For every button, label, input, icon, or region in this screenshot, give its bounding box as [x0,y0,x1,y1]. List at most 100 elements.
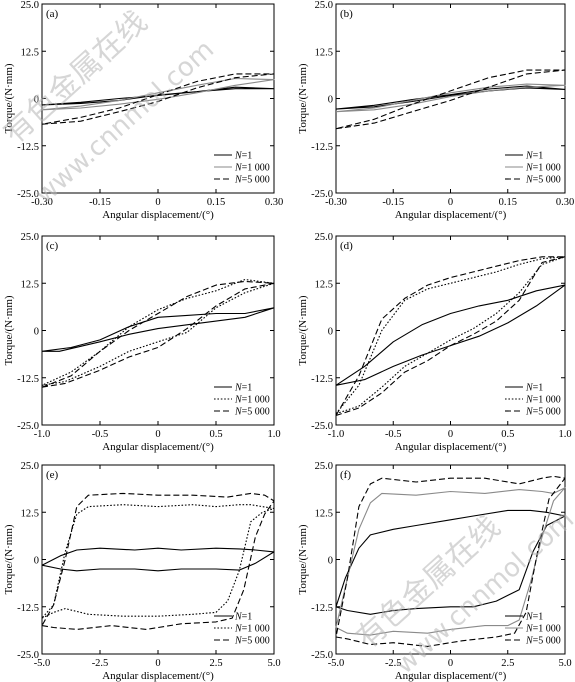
x-axis-title: Angular displacement/(°) [395,209,507,221]
x-tick-label: 0 [448,197,453,208]
y-tick-label: -25.0 [17,650,39,661]
y-tick-label: -12.5 [311,374,333,385]
series-line [41,278,275,386]
y-tick-label: 25.0 [315,461,333,472]
x-tick-label: 0 [155,429,160,440]
x-tick-label: -0.5 [385,429,402,440]
y-tick-label: 12.5 [315,279,333,290]
x-tick-label: -0.30 [325,197,347,208]
y-tick-label: -12.5 [17,374,39,385]
y-tick-label: 12.5 [21,279,39,290]
series-line [335,83,566,113]
y-axis-title: Torque/(N·mm) [3,524,15,594]
legend-label: N=5 000 [525,636,561,647]
panel-label: (d) [340,240,353,252]
series-line [335,487,566,636]
y-tick-label: 25.0 [315,0,333,11]
x-tick-label: 5.0 [558,658,571,669]
x-tick-label: 0 [155,197,160,208]
x-axis-title: Angular displacement/(°) [395,441,507,453]
panel-label: (e) [46,469,59,481]
x-tick-label: 0.30 [556,197,574,208]
x-axis-title: Angular displacement/(°) [102,441,214,453]
x-tick-label: 0.15 [207,197,225,208]
legend-label: N=1 000 [234,395,270,406]
series-line [41,547,275,572]
x-tick-label: -0.30 [31,197,53,208]
y-tick-label: 0 [34,327,39,338]
series-line [335,85,566,110]
series-line [41,280,275,388]
x-axis-title: Angular displacement/(°) [395,670,507,682]
legend-label: N=5 000 [234,636,270,647]
y-tick-label: -25.0 [17,189,39,200]
legend-label: N=5 000 [525,175,561,186]
x-tick-label: 0.30 [265,197,283,208]
x-tick-label: -0.15 [382,197,404,208]
legend-label: N=1 [525,612,543,623]
y-tick-label: -12.5 [17,142,39,153]
series-line [41,307,275,352]
x-tick-label: 0.5 [209,429,222,440]
y-axis-title: Torque/(N·mm) [297,63,309,133]
panel-b: -0.30 -0.15 0 0.15 0.30 25.0 12.5 0 -12.5 -25.0 An… [297,0,574,221]
x-tick-label: 0.15 [499,197,517,208]
series-line [335,256,566,417]
x-tick-label: -5.0 [34,658,51,669]
panel-label: (b) [340,8,353,20]
x-tick-label: -0.15 [89,197,111,208]
x-tick-label: -2.5 [385,658,402,669]
legend-label: N=5 000 [525,407,561,418]
y-axis-title: Torque/(N·mm) [297,524,309,594]
y-tick-label: -25.0 [311,650,333,661]
x-axis-title: Angular displacement/(°) [102,209,214,221]
watermark-url-top: www.cnnmol.com [30,35,220,211]
x-tick-label: -2.5 [92,658,109,669]
series-line [41,492,275,630]
panel-d: -1.0 -0.5 0 0.5 1.0 25.0 12.5 0 -12.5 -25.0 Angula… [297,232,572,453]
y-tick-label: -25.0 [311,189,333,200]
panel-e: -5.0 -2.5 0 2.5 5.0 25.0 12.5 0 -12.5 -25.0 Angula… [3,461,281,682]
series-line [335,284,566,386]
y-tick-label: -25.0 [17,421,39,432]
y-tick-label: 12.5 [21,508,39,519]
y-tick-label: 0 [34,556,39,567]
x-tick-label: 0 [448,658,453,669]
legend-label: N=1 000 [234,624,270,635]
legend-label: N=1 000 [525,163,561,174]
x-tick-label: 1.0 [267,429,280,440]
y-tick-label: 0 [328,556,333,567]
series-line [41,504,275,619]
y-axis-title: Torque/(N·mm) [297,295,309,365]
panel-label: (a) [46,8,59,20]
y-tick-label: -12.5 [311,603,333,614]
y-axis-title: Torque/(N·mm) [3,63,15,133]
y-tick-label: -12.5 [311,142,333,153]
series-line [41,73,275,125]
x-tick-label: 0.5 [501,429,514,440]
y-tick-label: -12.5 [17,603,39,614]
x-tick-label: -0.5 [92,429,109,440]
legend-label: N=5 000 [234,175,270,186]
x-axis-title: Angular displacement/(°) [102,670,214,682]
panel-a: -0.30 -0.15 0 0.15 0.30 25.0 12.5 0 -12.5 -25.0 An… [3,0,283,221]
x-tick-label: 2.5 [209,658,222,669]
watermark-group: 有色金属在线 www.cnnmol.com 有色金属在线 www.cnnmol.… [0,4,575,680]
x-tick-label: -5.0 [328,658,345,669]
legend-label: N=5 000 [234,407,270,418]
y-tick-label: 0 [328,327,333,338]
series-line [335,69,566,130]
legend-label: N=1 [234,383,252,394]
y-tick-label: 12.5 [21,47,39,58]
legend-label: N=1 [234,612,252,623]
x-tick-label: -1.0 [34,429,51,440]
y-tick-label: 25.0 [21,461,39,472]
panel-label: (f) [340,469,351,481]
series-line [335,509,566,615]
y-tick-label: 12.5 [315,47,333,58]
legend-label: N=1 000 [525,395,561,406]
y-tick-label: 12.5 [315,508,333,519]
y-tick-label: 25.0 [21,232,39,243]
x-tick-label: 0 [448,429,453,440]
x-tick-label: 1.0 [558,429,571,440]
